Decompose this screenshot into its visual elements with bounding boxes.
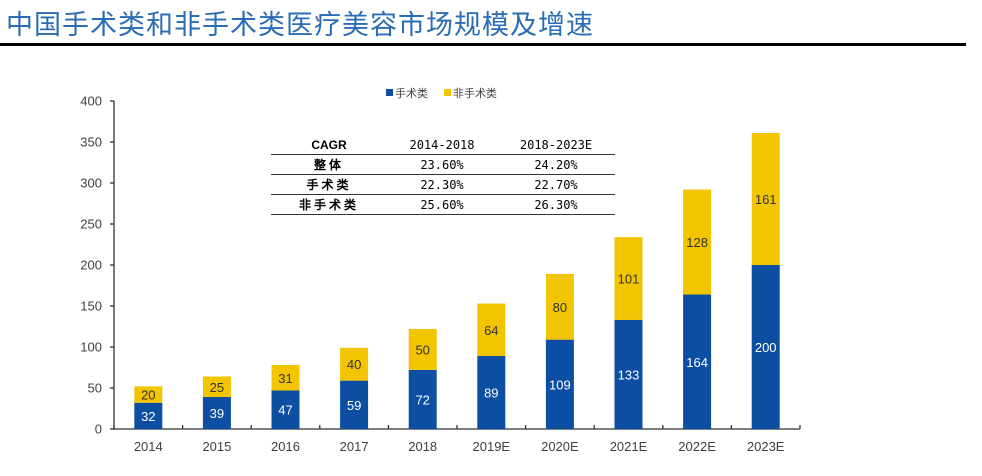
legend-label: 非手术类 bbox=[453, 86, 497, 100]
bar-segment-non-surgical bbox=[271, 365, 300, 391]
cagr-header-row: CAGR 2014-2018 2018-2023E bbox=[271, 135, 615, 155]
bar-segment-surgical bbox=[751, 265, 780, 429]
data-label: 31 bbox=[278, 371, 292, 386]
data-label: 200 bbox=[755, 340, 777, 355]
x-tick-label: 2023E bbox=[747, 439, 785, 454]
y-tick-label: 150 bbox=[80, 299, 102, 314]
bar-segment-surgical bbox=[614, 319, 643, 429]
bar-segment-non-surgical bbox=[477, 303, 506, 357]
data-label: 133 bbox=[618, 367, 640, 382]
data-label: 39 bbox=[210, 406, 224, 421]
cagr-value: 23.60% bbox=[420, 157, 464, 172]
bar-segment-non-surgical bbox=[751, 132, 780, 265]
x-tick-label: 2021E bbox=[610, 439, 648, 454]
x-tick-label: 2019E bbox=[473, 439, 511, 454]
cagr-row: 整体 23.60% 24.20% bbox=[271, 155, 615, 175]
x-tick-label: 2015 bbox=[202, 439, 231, 454]
bar-segment-surgical bbox=[340, 380, 369, 429]
bar-segment-surgical bbox=[477, 356, 506, 429]
x-tick-label: 2017 bbox=[340, 439, 369, 454]
bar-segment-non-surgical bbox=[408, 328, 437, 370]
bar-segment-non-surgical bbox=[683, 189, 712, 295]
data-label: 72 bbox=[415, 392, 429, 407]
y-tick-label: 100 bbox=[80, 340, 102, 355]
bar-segment-non-surgical bbox=[340, 347, 369, 381]
row-label: 整体 bbox=[313, 158, 344, 172]
y-tick-label: 400 bbox=[80, 94, 102, 109]
data-label: 59 bbox=[347, 398, 361, 413]
bar-segment-surgical bbox=[683, 294, 712, 429]
cagr-value: 22.70% bbox=[534, 177, 578, 192]
row-label: 非手术类 bbox=[298, 198, 359, 212]
x-tick-label: 2020E bbox=[541, 439, 579, 454]
x-tick-label: 2014 bbox=[134, 439, 163, 454]
y-tick-label: 350 bbox=[80, 135, 102, 150]
x-tick-label: 2018 bbox=[408, 439, 437, 454]
legend: 手术类 非手术类 bbox=[386, 86, 497, 100]
cagr-value: 22.30% bbox=[420, 177, 464, 192]
bar-segment-surgical bbox=[202, 397, 231, 429]
data-label: 109 bbox=[549, 377, 571, 392]
bar-segment-non-surgical bbox=[134, 386, 163, 403]
data-label: 101 bbox=[618, 272, 640, 287]
title-divider bbox=[0, 43, 966, 46]
x-tick-label: 2022E bbox=[678, 439, 716, 454]
cagr-value: 25.60% bbox=[420, 197, 464, 212]
page-title: 中国手术类和非手术类医疗美容市场规模及增速 bbox=[6, 10, 594, 41]
data-label: 161 bbox=[755, 192, 777, 207]
y-axis: 0 50 100 150 200 250 300 350 400 bbox=[80, 94, 115, 437]
legend-swatch bbox=[444, 89, 451, 96]
row-label: 手术类 bbox=[306, 178, 352, 192]
cagr-value: 24.20% bbox=[534, 157, 578, 172]
cagr-table: CAGR 2014-2018 2018-2023E 整体 23.60% 24.2… bbox=[271, 135, 615, 215]
y-tick-label: 250 bbox=[80, 217, 102, 232]
data-label: 25 bbox=[210, 380, 224, 395]
data-label: 128 bbox=[686, 235, 708, 250]
data-label: 20 bbox=[141, 388, 155, 403]
x-axis: 2014 2015 2016 2017 2018 2019E 2020E 2021E 2022E… bbox=[113, 425, 801, 454]
data-label: 164 bbox=[686, 355, 708, 370]
bar-segment-surgical bbox=[271, 390, 300, 429]
bars: 32 20 39 25 47 31 59 40 72 50 89 64 109 80 133 101 164 12… bbox=[134, 132, 780, 429]
bar-segment-non-surgical bbox=[545, 274, 574, 340]
cagr-header: CAGR bbox=[311, 137, 347, 152]
y-tick-label: 300 bbox=[80, 176, 102, 191]
period-header: 2018-2023E bbox=[519, 137, 593, 152]
legend-label: 手术类 bbox=[395, 86, 428, 100]
data-label: 47 bbox=[278, 403, 292, 418]
data-label: 89 bbox=[484, 386, 498, 401]
cagr-row: 手术类 22.30% 22.70% bbox=[271, 175, 615, 195]
y-tick-label: 200 bbox=[80, 258, 102, 273]
bar-segment-surgical bbox=[134, 402, 163, 429]
bar-segment-non-surgical bbox=[614, 237, 643, 320]
data-label: 64 bbox=[484, 323, 498, 338]
data-label: 32 bbox=[141, 409, 155, 424]
bar-segment-surgical bbox=[545, 339, 574, 429]
legend-swatch bbox=[386, 89, 393, 96]
x-tick-label: 2016 bbox=[271, 439, 300, 454]
data-label: 80 bbox=[553, 300, 567, 315]
cagr-row: 非手术类 25.60% 26.30% bbox=[271, 195, 615, 215]
data-label: 50 bbox=[415, 342, 429, 357]
period-header: 2014-2018 bbox=[409, 137, 475, 152]
bar-segment-non-surgical bbox=[202, 376, 231, 398]
y-tick-label: 0 bbox=[95, 422, 102, 437]
y-tick-label: 50 bbox=[88, 381, 102, 396]
data-label: 40 bbox=[347, 357, 361, 372]
bar-segment-surgical bbox=[408, 369, 437, 429]
cagr-value: 26.30% bbox=[534, 197, 578, 212]
